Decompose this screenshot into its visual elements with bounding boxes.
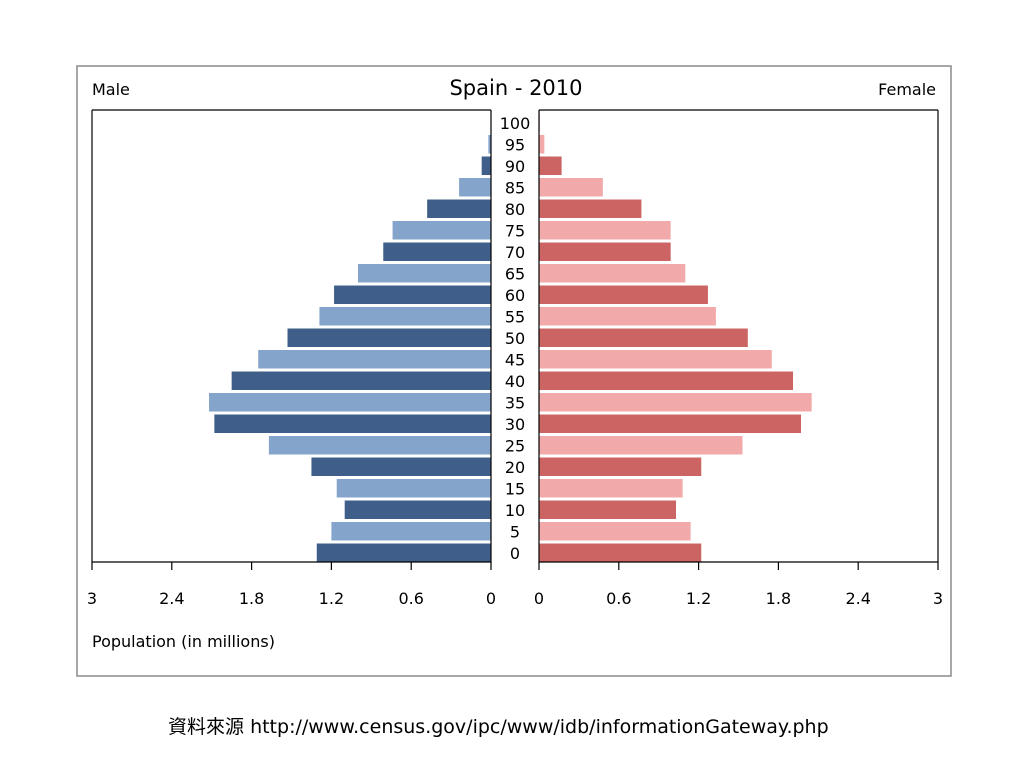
source-label: 資料來源: [168, 716, 245, 738]
age-label-5: 5: [510, 522, 520, 541]
x-axis-label: Population (in millions): [92, 632, 275, 651]
female-bar-age-95: [539, 135, 545, 154]
age-label-20: 20: [505, 458, 525, 477]
male-bar-age-40: [231, 371, 491, 390]
female-bar-age-55: [539, 307, 716, 326]
age-label-35: 35: [505, 393, 525, 412]
female-bar-age-25: [539, 436, 743, 455]
age-labels: 0 5 10 15 20 25 30 35 40 45 50 55 60 65 70 75 80 85 90 95 10…: [500, 114, 531, 563]
age-label-15: 15: [505, 479, 525, 498]
female-bar-age-75: [539, 221, 671, 240]
age-label-30: 30: [505, 415, 525, 434]
male-bar-age-95: [488, 135, 491, 154]
male-bar-age-75: [392, 221, 491, 240]
male-bar-age-0: [316, 543, 491, 562]
x-tick-label: 0: [534, 589, 544, 608]
x-tick-label: 0.6: [606, 589, 631, 608]
chart-title: Spain - 2010: [449, 76, 582, 100]
age-label-95: 95: [505, 135, 525, 154]
male-bar-age-80: [427, 199, 491, 218]
female-bar-age-15: [539, 479, 683, 498]
male-bar-age-5: [331, 522, 491, 541]
x-tick-label: 2.4: [159, 589, 184, 608]
age-label-100: 100: [500, 114, 531, 133]
male-bar-age-50: [287, 328, 491, 347]
male-bar-age-35: [209, 393, 492, 412]
male-bar-age-45: [258, 350, 491, 369]
female-bar-age-70: [539, 242, 671, 261]
age-label-45: 45: [505, 350, 525, 369]
male-bar-age-15: [336, 479, 491, 498]
x-tick-label: 2.4: [845, 589, 870, 608]
female-bar-age-20: [539, 457, 702, 476]
female-bar-age-50: [539, 328, 748, 347]
chart-frame: [76, 65, 952, 677]
male-bar-age-85: [459, 178, 491, 197]
male-bar-age-30: [214, 414, 492, 433]
female-bar-age-10: [539, 500, 676, 519]
male-bar-age-90: [481, 156, 491, 175]
x-tick-label: 1.2: [319, 589, 344, 608]
age-label-25: 25: [505, 436, 525, 455]
age-label-70: 70: [505, 243, 525, 262]
x-tick-label: 3: [87, 589, 97, 608]
female-bar-age-35: [539, 393, 812, 412]
age-label-65: 65: [505, 264, 525, 283]
age-label-55: 55: [505, 307, 525, 326]
x-tick-label: 3: [933, 589, 943, 608]
male-bar-age-60: [334, 285, 491, 304]
age-label-85: 85: [505, 178, 525, 197]
female-bars: [539, 113, 812, 562]
source-url[interactable]: http://www.census.gov/ipc/www/idb/inform…: [250, 716, 829, 738]
source-line: 資料來源 http://www.census.gov/ipc/www/idb/i…: [168, 712, 829, 739]
male-label: Male: [92, 80, 130, 99]
male-bar-age-20: [311, 457, 491, 476]
age-label-60: 60: [505, 286, 525, 305]
male-bar-age-10: [344, 500, 491, 519]
female-bar-age-65: [539, 264, 686, 283]
female-bar-age-30: [539, 414, 802, 433]
female-bar-age-60: [539, 285, 708, 304]
x-tick-label: 0.6: [398, 589, 423, 608]
female-bar-age-45: [539, 350, 772, 369]
age-label-80: 80: [505, 200, 525, 219]
female-bar-age-80: [539, 199, 642, 218]
male-bar-age-65: [358, 264, 491, 283]
male-bar-age-25: [268, 436, 491, 455]
female-bar-age-0: [539, 543, 702, 562]
age-label-75: 75: [505, 221, 525, 240]
age-label-0: 0: [510, 544, 520, 563]
age-label-10: 10: [505, 501, 525, 520]
female-bar-age-5: [539, 522, 691, 541]
female-label: Female: [878, 80, 936, 99]
female-bar-age-40: [539, 371, 794, 390]
female-bar-age-90: [539, 156, 562, 175]
x-tick-label: 1.8: [239, 589, 264, 608]
x-tick-label: 0: [486, 589, 496, 608]
x-tick-label: 1.8: [766, 589, 791, 608]
age-label-50: 50: [505, 329, 525, 348]
male-bars: [209, 113, 492, 562]
age-label-40: 40: [505, 372, 525, 391]
female-bar-age-85: [539, 178, 603, 197]
age-label-90: 90: [505, 157, 525, 176]
male-plot-border: [91, 110, 492, 563]
x-tick-label: 1.2: [686, 589, 711, 608]
female-plot-border: [538, 110, 939, 563]
male-bar-age-55: [319, 307, 491, 326]
male-bar-age-70: [383, 242, 491, 261]
x-axis-ticks: 3 2.4 1.8 1.2 0.6 0 0 0.6 1.2 1.8 2.4 3: [87, 562, 943, 608]
